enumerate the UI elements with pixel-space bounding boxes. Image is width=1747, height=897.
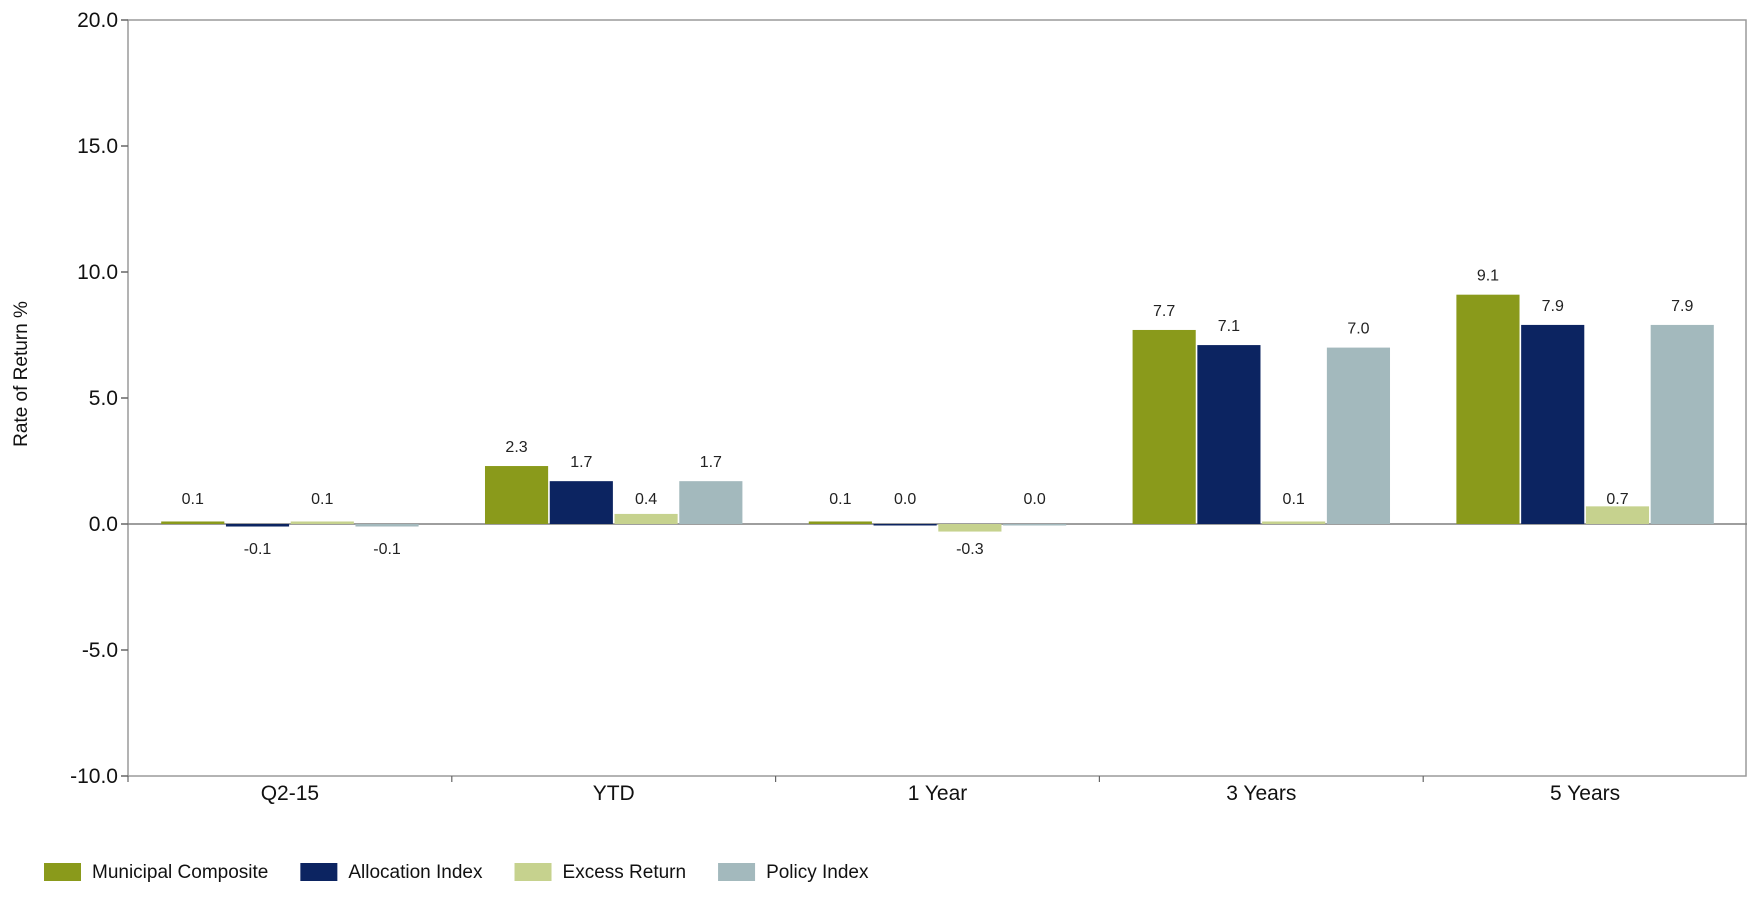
x-category-label: 5 Years [1550, 782, 1620, 805]
y-tick-label: 20.0 [77, 9, 118, 32]
data-label: 0.0 [894, 491, 916, 508]
data-label: 1.7 [570, 454, 592, 471]
bar [1326, 347, 1391, 524]
x-category-label: 1 Year [908, 782, 968, 805]
data-label: 0.1 [311, 491, 333, 508]
data-label: 7.9 [1542, 298, 1564, 315]
legend-swatch [514, 863, 552, 881]
legend-label: Excess Return [563, 862, 687, 883]
data-label: 7.9 [1671, 298, 1693, 315]
y-tick-label: 5.0 [89, 387, 118, 410]
data-label: 0.4 [635, 491, 657, 508]
x-category-label: YTD [593, 782, 635, 805]
bar [938, 524, 1002, 532]
legend-swatch [718, 863, 756, 881]
data-label: -0.1 [373, 541, 401, 558]
bar [1456, 294, 1520, 524]
data-label: 7.1 [1218, 318, 1240, 335]
legend-swatch [44, 863, 81, 881]
bar [873, 524, 937, 526]
bar [614, 513, 678, 524]
data-label: -0.1 [244, 541, 272, 558]
data-label: 0.7 [1606, 491, 1628, 508]
bars [161, 294, 1714, 532]
y-tick-label: 15.0 [77, 135, 118, 158]
data-label: -0.3 [956, 541, 984, 558]
bar [1262, 521, 1326, 524]
y-tick-label: 0.0 [89, 513, 118, 536]
bar [1003, 524, 1067, 526]
y-tick-label: -10.0 [70, 765, 118, 788]
y-tick-label: -5.0 [82, 639, 118, 662]
bar [161, 521, 225, 524]
data-label: 0.1 [1283, 491, 1305, 508]
y-axis-label: Rate of Return % [11, 301, 32, 447]
data-label: 2.3 [505, 439, 527, 456]
bar [1585, 506, 1650, 524]
y-tick-label: 10.0 [77, 261, 118, 284]
bar [225, 524, 290, 527]
data-label: 0.1 [182, 491, 204, 508]
bar [1197, 345, 1261, 524]
bar [1132, 329, 1196, 524]
legend-swatch [300, 863, 338, 881]
data-label: 7.7 [1153, 303, 1175, 320]
bar [549, 481, 613, 524]
legend-label: Policy Index [766, 862, 869, 883]
bar [679, 481, 743, 524]
bar [290, 521, 354, 524]
legend-label: Allocation Index [348, 862, 483, 883]
data-label: 0.1 [829, 491, 851, 508]
bar [1650, 324, 1714, 524]
data-labels: 0.1 -0.1 0.1 -0.1 2.3 1.7 0.4 1.7 0.1 0.0 -0.3 0.0 7… [182, 268, 1694, 558]
bar [355, 524, 419, 527]
legend: Municipal Composite Allocation Index Exces… [44, 862, 869, 883]
x-category-label: Q2-15 [261, 782, 319, 805]
data-label: 7.0 [1347, 321, 1369, 338]
legend-label: Municipal Composite [92, 862, 268, 883]
data-label: 9.1 [1477, 268, 1499, 285]
bar [484, 466, 549, 524]
bar [808, 521, 872, 524]
bar [1521, 324, 1585, 524]
data-label: 1.7 [700, 454, 722, 471]
data-label: 0.0 [1024, 491, 1046, 508]
x-category-label: 3 Years [1226, 782, 1296, 805]
